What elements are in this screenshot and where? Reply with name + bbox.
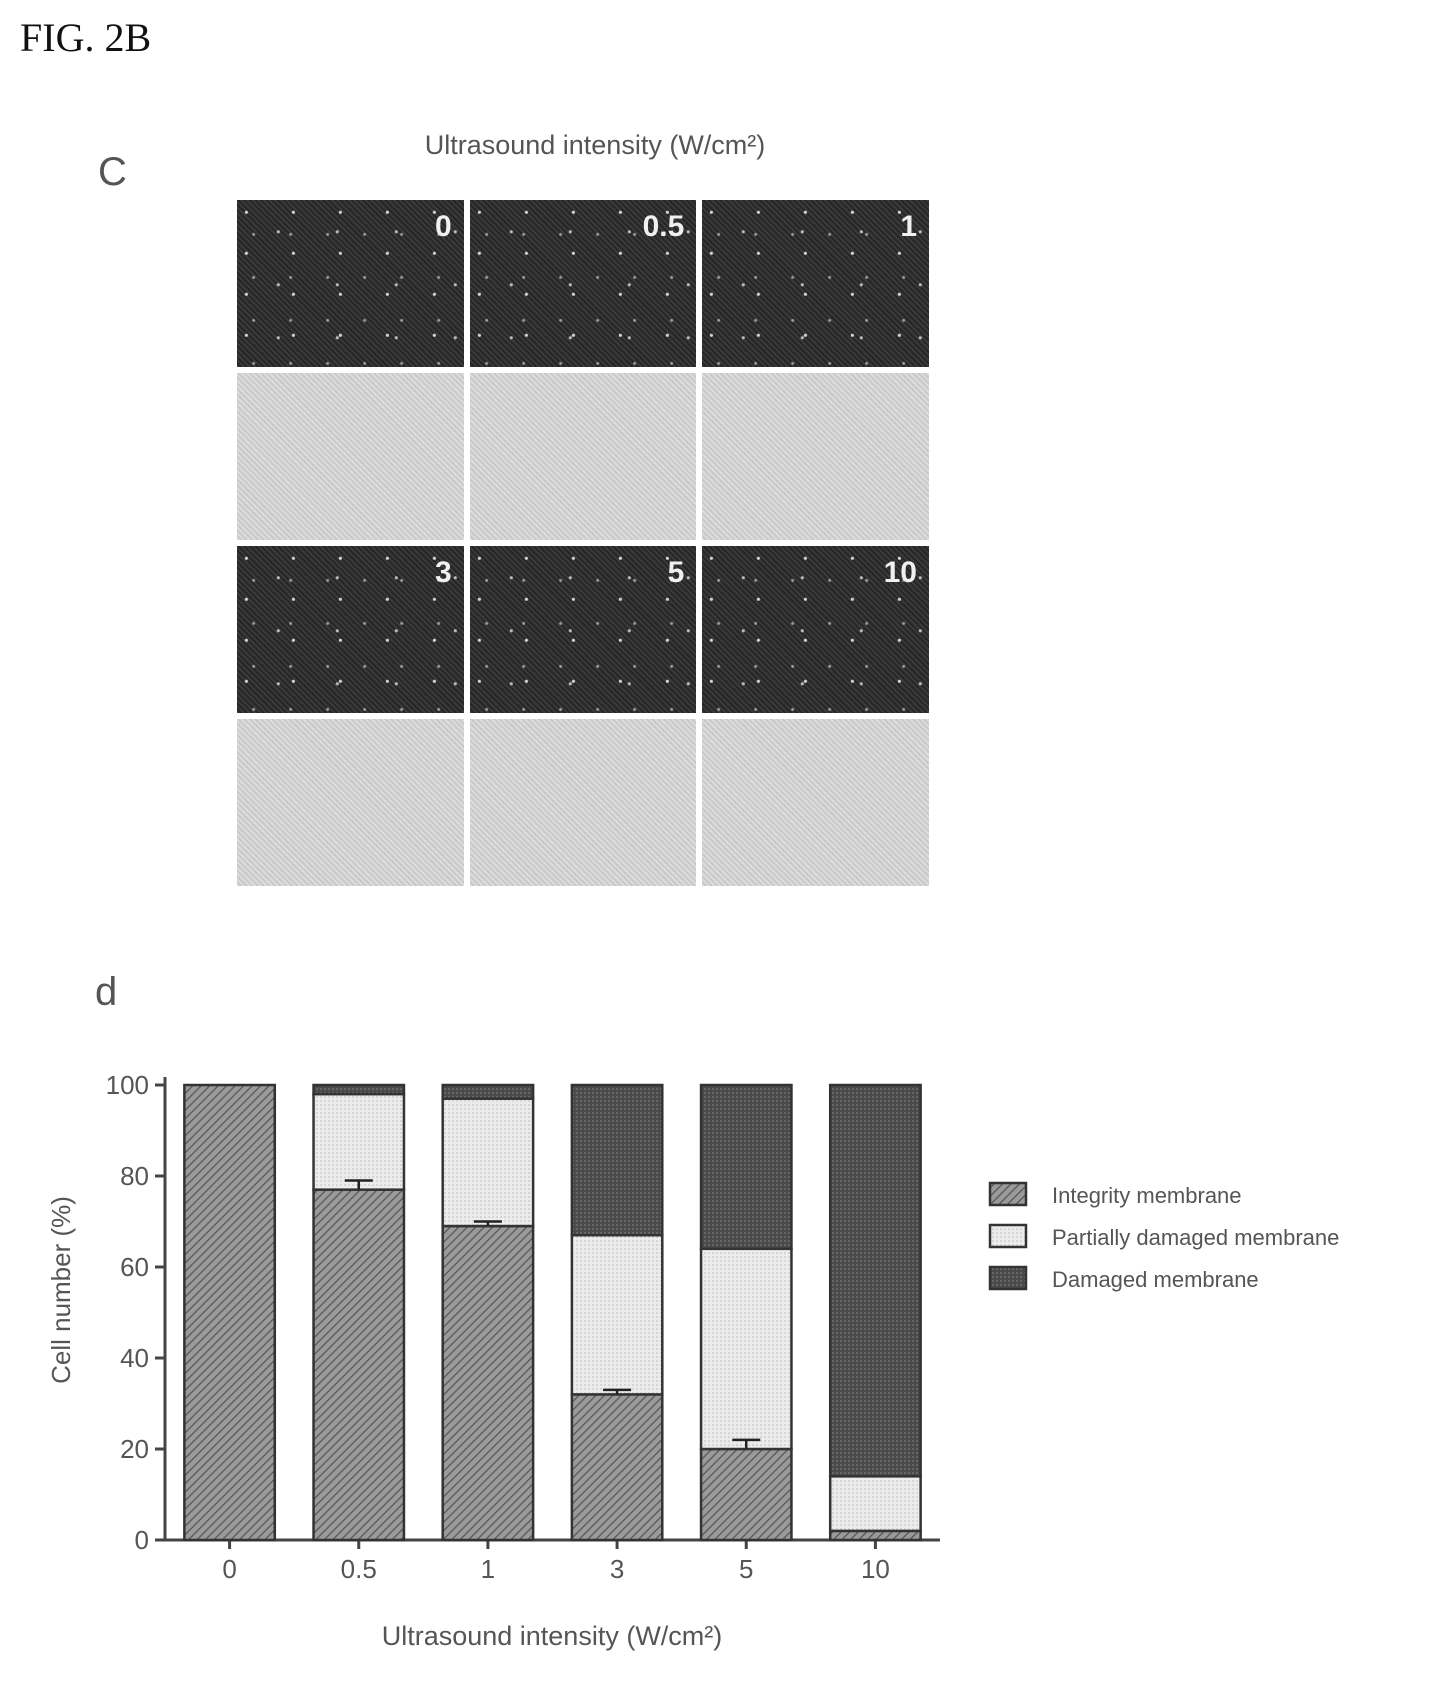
figure-label: FIG. 2B (20, 15, 152, 60)
micrograph-10: 10 (702, 546, 929, 713)
legend-swatch (988, 1181, 1028, 1207)
micrograph-bright-0-5 (469, 373, 697, 540)
bar-segment (312, 1188, 406, 1542)
chart-bars (183, 1083, 922, 1542)
micrograph-bright-1 (702, 373, 929, 540)
micrograph-5: 5 (469, 546, 697, 713)
micrograph-3: 3 (237, 546, 464, 713)
x-axis-label: Ultrasound intensity (W/cm²) (382, 1621, 723, 1651)
micrograph-0: 0 (237, 200, 464, 367)
micrograph-0-5: 0.5 (469, 200, 697, 367)
bar-segment (441, 1083, 535, 1100)
chart-error-bars (344, 1179, 761, 1449)
bar-segment (183, 1083, 277, 1542)
legend-swatch (988, 1223, 1028, 1249)
chart-axes: 0 20 40 60 80 100 0 0.5 1 3 5 10 (106, 1070, 940, 1584)
bar-segment (570, 1233, 664, 1396)
bar-segment (699, 1083, 793, 1251)
bar-segment (699, 1447, 793, 1542)
micrograph-bright-5 (469, 719, 697, 886)
y-tick-label: 20 (120, 1434, 149, 1464)
x-tick-label: 3 (610, 1554, 624, 1584)
y-tick-label: 0 (135, 1525, 149, 1555)
bar-segment (570, 1393, 664, 1542)
x-tick-label: 1 (481, 1554, 495, 1584)
x-tick-label: 0.5 (341, 1554, 377, 1584)
bar-segment (828, 1475, 922, 1533)
y-axis-label: Cell number (%) (46, 1196, 76, 1384)
bar-segment (699, 1247, 793, 1451)
micrograph-label: 5 (667, 556, 685, 589)
bar-segment (828, 1529, 922, 1542)
legend-swatch (988, 1265, 1028, 1291)
y-tick-label: 60 (120, 1252, 149, 1282)
micrograph-label: 1 (900, 210, 917, 243)
bar-segment (441, 1224, 535, 1542)
micrograph-1: 1 (702, 200, 929, 367)
micrograph-label: 3 (434, 556, 452, 589)
micrograph-grid: 0 0.5 1 3 5 10 (237, 200, 929, 886)
micrograph-label: 0 (434, 210, 452, 243)
legend-label: Partially damaged membrane (1052, 1225, 1339, 1250)
micrograph-bright-3 (237, 719, 464, 886)
stacked-bar-chart: 0 20 40 60 80 100 0 0.5 1 3 5 10 Cell number (%) Ul… (46, 1070, 1339, 1651)
x-tick-label: 10 (861, 1554, 890, 1584)
x-tick-label: 5 (739, 1554, 753, 1584)
legend-label: Damaged membrane (1052, 1267, 1259, 1292)
y-tick-label: 40 (120, 1343, 149, 1373)
bar-segment (570, 1083, 664, 1237)
bar-segment (828, 1083, 922, 1478)
micrograph-label: 10 (883, 556, 917, 589)
panel-c-letter: C (98, 150, 127, 194)
micrograph-bright-0 (237, 373, 464, 540)
panel-d-letter: d (95, 970, 118, 1014)
y-tick-label: 100 (106, 1070, 149, 1100)
panel-c-title: Ultrasound intensity (W/cm²) (424, 130, 766, 160)
chart-legend: Integrity membrane Partially damaged memb… (988, 1181, 1339, 1292)
micrograph-label: 0.5 (642, 210, 685, 243)
x-tick-label: 0 (222, 1554, 236, 1584)
y-tick-label: 80 (120, 1161, 149, 1191)
micrograph-bright-10 (702, 719, 929, 886)
legend-label: Integrity membrane (1052, 1183, 1242, 1208)
bar-segment (312, 1083, 406, 1096)
bar-segment (312, 1092, 406, 1191)
bar-segment (441, 1097, 535, 1228)
